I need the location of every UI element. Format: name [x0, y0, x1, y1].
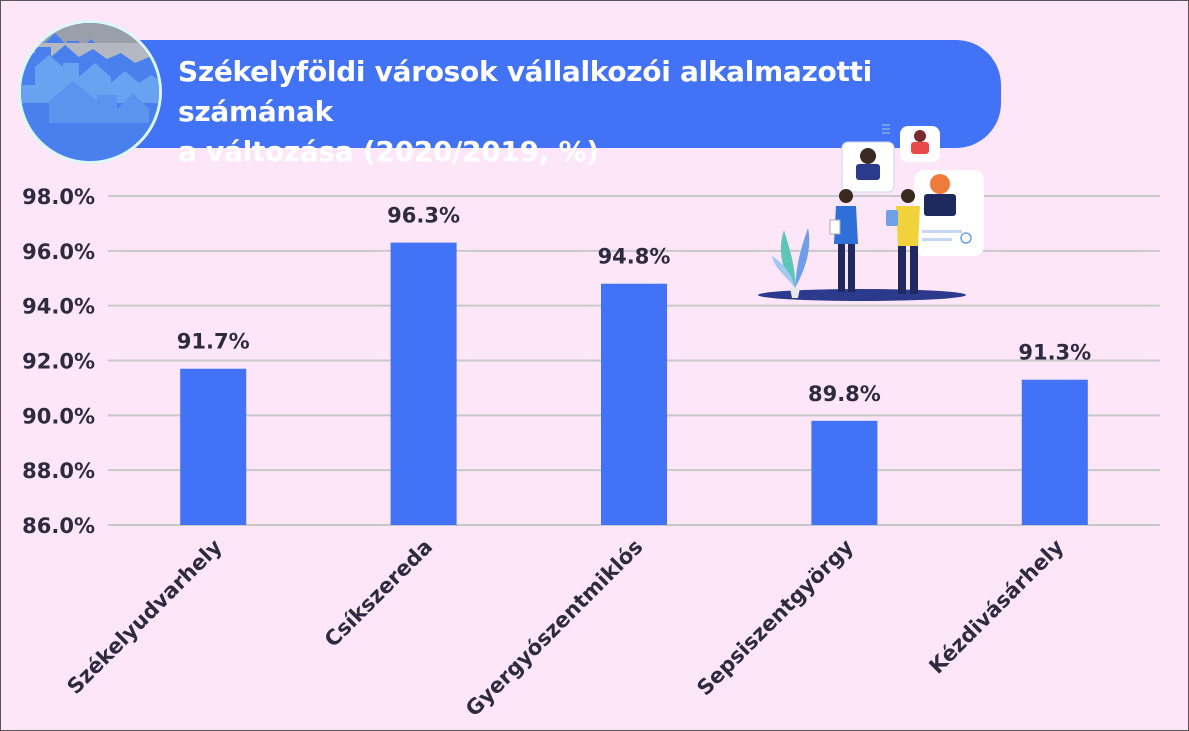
bar [1021, 379, 1088, 525]
data-label: 91.3% [1018, 341, 1091, 365]
y-tick-label: 96.0% [22, 240, 95, 264]
business-people-hiring-illustration [758, 124, 984, 301]
houses-logo-icon [18, 20, 162, 164]
data-labels: 91.7% 96.3% 94.8% 89.8% 91.3% [177, 204, 1091, 406]
y-tick-label: 98.0% [22, 185, 95, 209]
data-label: 96.3% [387, 204, 460, 228]
y-tick-label: 88.0% [22, 459, 95, 483]
data-label: 89.8% [808, 382, 881, 406]
y-axis: 86.0% 88.0% 90.0% 92.0% 94.0% 96.0% 98.0% [22, 185, 95, 538]
x-tick-label: Székelyudvarhely [62, 534, 227, 699]
bar [180, 368, 247, 525]
x-axis: Székelyudvarhely Csíkszereda Gyergyószentm… [62, 534, 1068, 721]
bars [180, 242, 1088, 525]
x-tick-label: Csíkszereda [320, 535, 437, 652]
data-label: 94.8% [598, 245, 671, 269]
title-line-1: Székelyföldi városok vállalkozói alkalma… [178, 55, 872, 128]
bar [390, 242, 457, 525]
title-line-2: a változása (2020/2019, %) [178, 135, 599, 168]
y-tick-label: 90.0% [22, 404, 95, 428]
y-tick-label: 86.0% [22, 514, 95, 538]
x-tick-label: Gyergyószentmiklós [461, 535, 648, 722]
y-tick-label: 92.0% [22, 350, 95, 374]
bar [601, 283, 667, 525]
y-tick-label: 94.0% [22, 295, 95, 319]
chart-title: Székelyföldi városok vállalkozói alkalma… [178, 52, 978, 172]
x-tick-label: Sepsiszentgyörgy [692, 534, 858, 700]
data-label: 91.7% [177, 330, 250, 354]
x-tick-label: Kézdivásárhely [924, 534, 1068, 678]
title-banner [110, 40, 1001, 148]
bar [811, 420, 878, 525]
